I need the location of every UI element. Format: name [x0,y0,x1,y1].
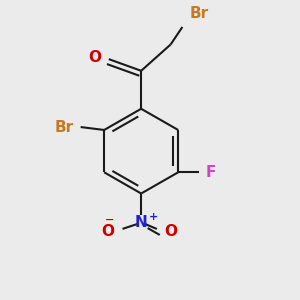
Text: N: N [135,215,148,230]
Text: O: O [88,50,101,65]
Text: Br: Br [54,119,73,134]
Text: F: F [206,165,217,180]
Text: Br: Br [190,6,209,21]
Text: +: + [148,212,158,223]
Text: −: − [105,215,115,225]
Text: O: O [165,224,178,239]
Text: O: O [102,224,115,239]
